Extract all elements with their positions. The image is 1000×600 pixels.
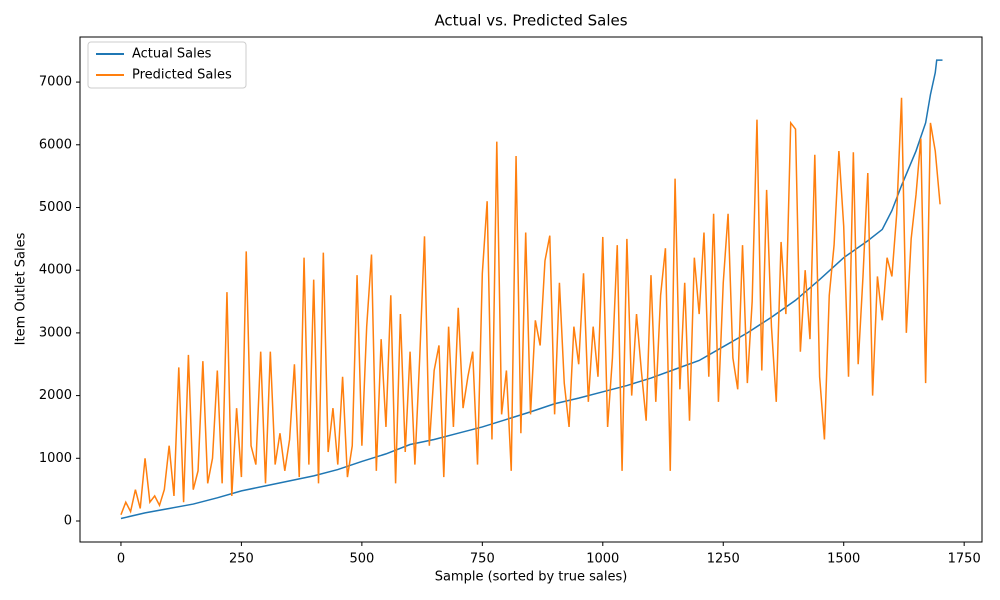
legend-box: [87, 41, 247, 89]
plot-frame: [79, 36, 983, 543]
y-tick-label: 7000: [39, 75, 72, 90]
chart-title: Actual vs. Predicted Sales: [434, 12, 627, 30]
x-tick-label: 750: [470, 552, 495, 567]
y-axis-label: Item Outlet Sales: [14, 232, 29, 345]
y-tick-label: 1000: [39, 451, 72, 466]
x-tick-label: 1750: [948, 552, 981, 567]
x-tick-label: 1500: [827, 552, 860, 567]
y-tick-label: 0: [64, 513, 72, 528]
x-tick-label: 500: [349, 552, 374, 567]
x-axis-label: Sample (sorted by true sales): [435, 570, 628, 585]
x-tick-label: 0: [117, 552, 125, 567]
x-tick-label: 1000: [586, 552, 619, 567]
x-tick-label: 1250: [707, 552, 740, 567]
legend-label: Actual Sales: [132, 47, 212, 62]
y-tick-label: 2000: [39, 388, 72, 403]
x-tick-label: 250: [229, 552, 254, 567]
y-tick-label: 4000: [39, 263, 72, 278]
y-tick-label: 6000: [39, 137, 72, 152]
data-line: [120, 97, 941, 515]
data-line: [120, 59, 943, 520]
y-tick-label: 3000: [39, 325, 72, 340]
y-tick-label: 5000: [39, 200, 72, 215]
legend-label: Predicted Sales: [132, 68, 232, 83]
